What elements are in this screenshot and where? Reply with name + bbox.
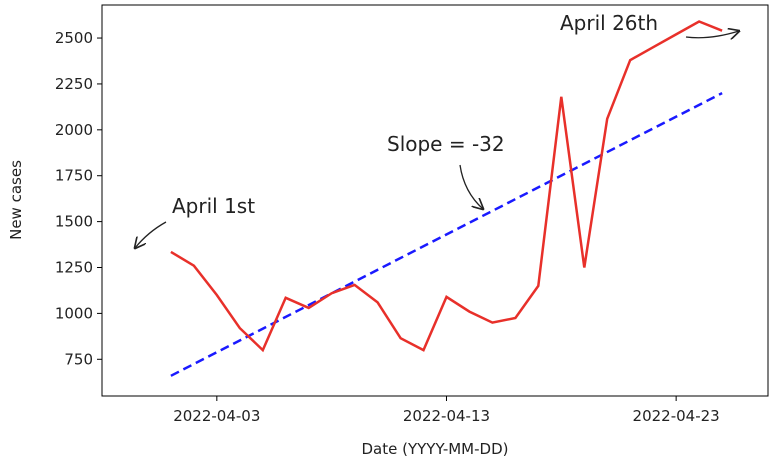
y-tick-label: 2250	[55, 75, 93, 93]
y-tick-label: 750	[64, 350, 93, 368]
plot-area-frame	[101, 4, 769, 397]
y-tick-label: 1750	[55, 167, 93, 185]
annotation-april-1st: April 1st	[172, 194, 255, 218]
y-tick-label: 1250	[55, 259, 93, 277]
y-tick-label: 1000	[55, 304, 93, 322]
annotation-slope: Slope = -32	[387, 132, 505, 156]
annotation-april-26th: April 26th	[560, 11, 658, 35]
x-tick-label: 2022-04-03	[173, 407, 260, 425]
y-tick-label: 1500	[55, 213, 93, 231]
cases-line	[170, 20, 723, 353]
annotation-arrow-april-1st	[135, 221, 167, 248]
annotation-arrow-slope	[459, 164, 483, 209]
y-tick-label: 2500	[55, 29, 93, 47]
trend-line-dashed	[170, 91, 723, 377]
y-axis-label: New cases	[7, 160, 25, 240]
y-tick-label: 2000	[55, 121, 93, 139]
y-axis-ticks: 750 1000 1250 1500 1750 2000 2250 2500	[55, 29, 102, 368]
x-axis-label: Date (YYYY-MM-DD)	[361, 440, 508, 458]
x-tick-label: 2022-04-13	[403, 407, 490, 425]
x-tick-label: 2022-04-23	[633, 407, 720, 425]
x-axis-ticks: 2022-04-03 2022-04-13 2022-04-23	[173, 396, 720, 425]
annotation-arrow-april-26th	[685, 31, 739, 38]
